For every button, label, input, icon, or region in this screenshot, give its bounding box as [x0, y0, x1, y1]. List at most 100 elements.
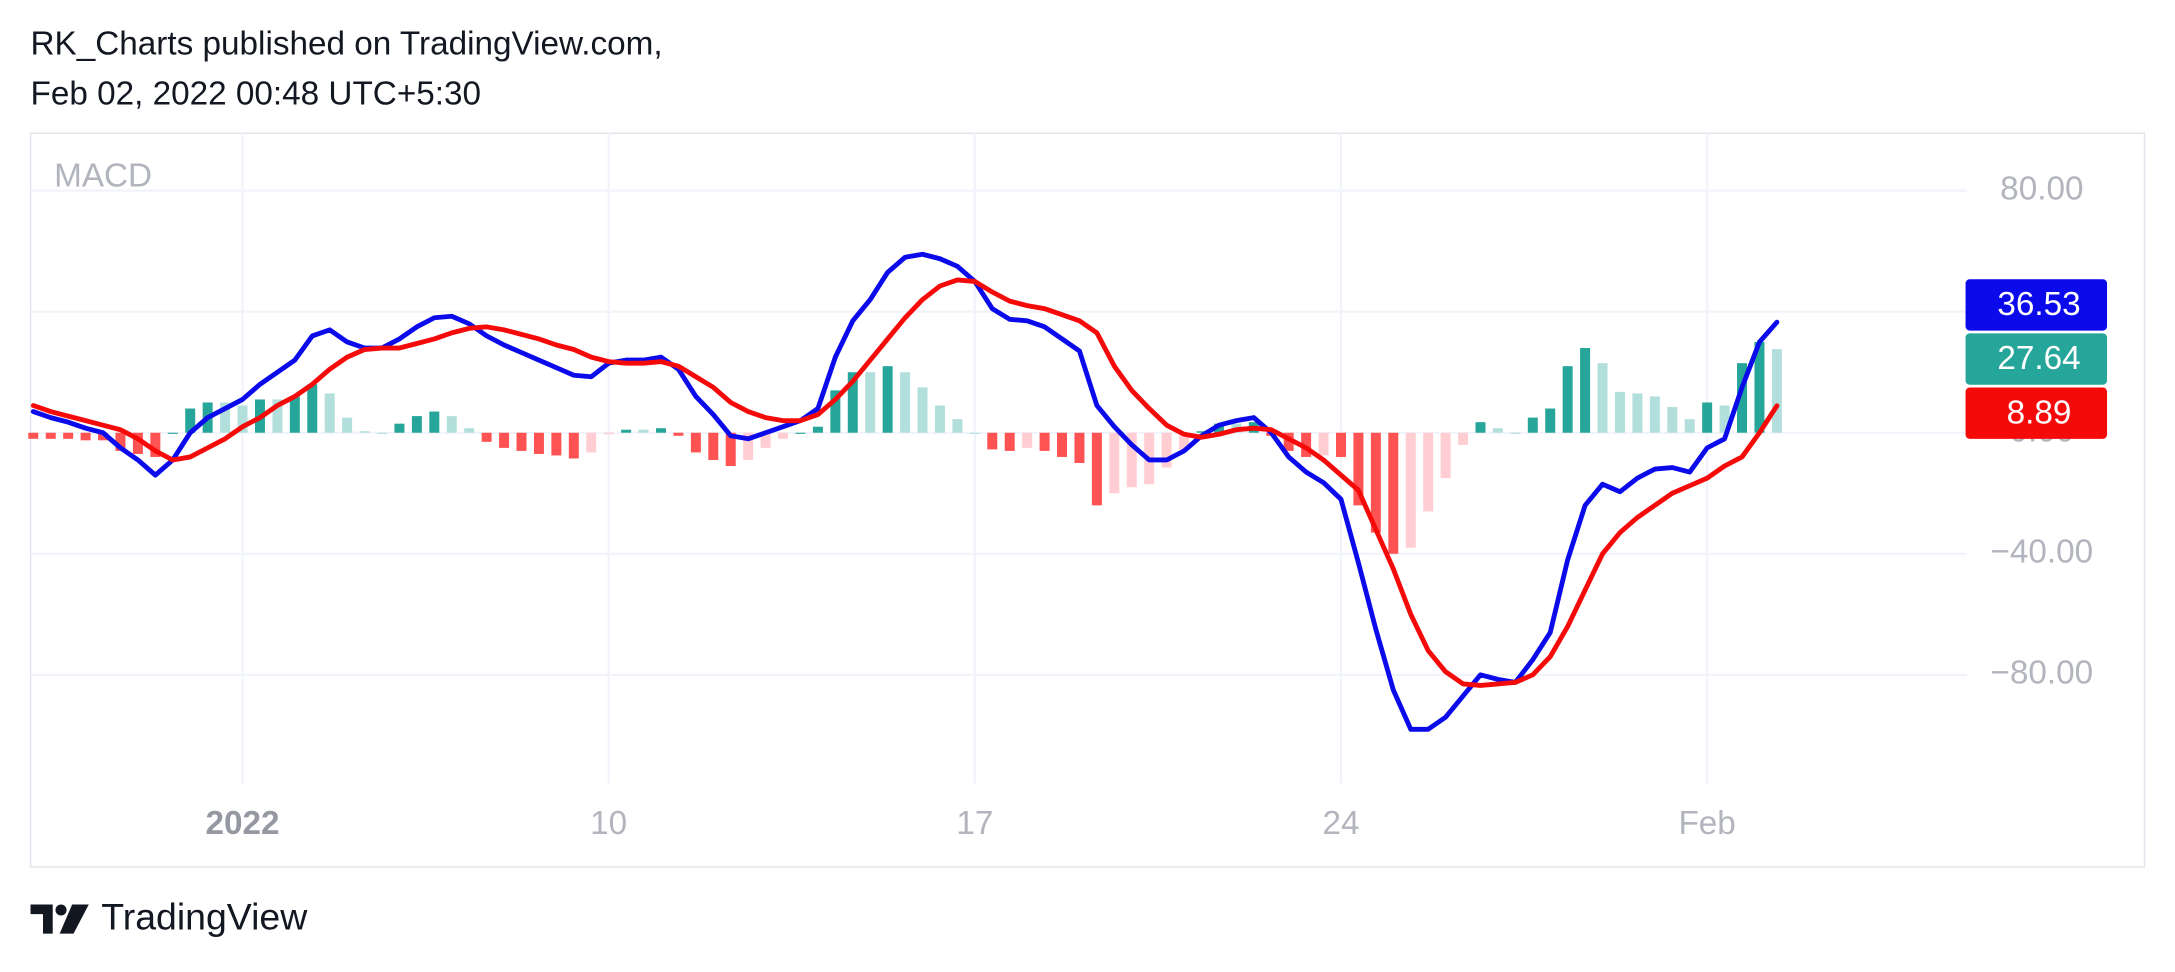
last-value-label: 27.64 [1965, 333, 2108, 385]
brand: TradingView [101, 896, 308, 938]
histogram-bar [1614, 391, 1625, 433]
histogram-bar [1719, 405, 1730, 433]
histogram-bar [760, 432, 771, 448]
histogram-bar [63, 432, 74, 439]
histogram-bar [778, 432, 789, 439]
histogram-bar [1039, 432, 1050, 451]
histogram-bar [1545, 408, 1556, 433]
histogram-bar [533, 432, 544, 454]
x-tick-label: 24 [1322, 805, 1359, 842]
histogram-bar [28, 432, 39, 439]
histogram-bar [1057, 432, 1068, 457]
histogram-bar [1126, 432, 1137, 488]
x-tick-label: 2022 [206, 805, 280, 842]
histogram-bar [1336, 432, 1346, 457]
histogram-bar [865, 372, 876, 433]
histogram-bar [80, 432, 91, 441]
logo-mark [30, 904, 53, 934]
last-value-text: 27.64 [1997, 340, 2080, 377]
histogram-bar [586, 432, 597, 453]
x-tick-label: 10 [590, 805, 627, 842]
histogram-bar [1667, 407, 1678, 433]
histogram-bar [185, 408, 196, 433]
histogram-bar [690, 432, 701, 453]
histogram-bar [1649, 396, 1660, 433]
histogram-bar [1283, 432, 1294, 451]
histogram-bar [167, 432, 178, 434]
logo-mark [59, 904, 89, 934]
histogram-bar [1213, 423, 1224, 433]
histogram-bar [1492, 428, 1503, 433]
logo: TradingView [30, 896, 308, 938]
histogram-bar [429, 411, 440, 433]
x-tick-label: 17 [956, 805, 993, 842]
histogram-bar [1423, 432, 1434, 512]
histogram-bar [115, 432, 126, 451]
histogram-bar [882, 366, 893, 433]
last-value-label: 8.89 [1965, 387, 2108, 439]
histogram-bar [621, 429, 632, 433]
histogram-bar [725, 432, 736, 467]
last-value-text: 8.89 [2007, 394, 2072, 431]
histogram-bar [1632, 393, 1643, 433]
histogram-bar [394, 423, 405, 433]
publish-date: Feb 02, 2022 00:48 UTC+5:30 [31, 76, 482, 113]
histogram-bar [98, 432, 109, 441]
last-value-box [1965, 387, 2108, 439]
histogram-bar [1510, 432, 1521, 434]
histogram-bar [655, 428, 666, 433]
histogram-bar [1353, 432, 1364, 506]
histogram-bar [1527, 417, 1538, 433]
histogram-bar [237, 405, 248, 433]
histogram-bar [1179, 432, 1190, 450]
histogram-bar [1318, 432, 1329, 456]
histogram-bar [150, 432, 161, 457]
histogram-bar [568, 432, 579, 459]
histogram-bar [289, 396, 300, 433]
last-value-label: 36.53 [1965, 279, 2108, 331]
x-tick-label: Feb [1678, 805, 1735, 842]
histogram-bar [987, 432, 998, 450]
histogram-bar [1196, 431, 1207, 433]
logo-dot [55, 904, 67, 916]
histogram-bar [551, 432, 562, 456]
line-series [30, 277, 1780, 688]
histogram-bar [1004, 432, 1015, 451]
histogram-bar [603, 432, 614, 435]
histogram-bar [1074, 432, 1085, 464]
histogram-bar [1737, 363, 1748, 433]
histogram-bar [377, 432, 388, 434]
histogram-bar [673, 432, 684, 436]
histogram-bar [1702, 402, 1713, 433]
histogram-bar [342, 417, 353, 433]
histogram-bar [1754, 341, 1765, 433]
histogram-bar [969, 432, 980, 434]
histogram-bar [1580, 348, 1591, 433]
histogram-bar [359, 431, 370, 433]
histogram-bar [638, 429, 649, 433]
histogram-bar [1301, 432, 1312, 457]
histogram-bar [900, 372, 911, 433]
histogram-bar [324, 393, 335, 433]
histogram-bar [1091, 432, 1102, 506]
histogram-bar [1022, 432, 1033, 448]
line-series [30, 251, 1780, 732]
histogram-bar [307, 384, 318, 433]
histogram-bar [952, 419, 963, 433]
histogram-bar [516, 432, 527, 451]
histogram-bar [812, 426, 823, 433]
histogram-bar [446, 416, 457, 433]
histogram-bar [45, 432, 56, 439]
histogram-bar [1109, 432, 1120, 494]
histogram-bar [1440, 432, 1451, 479]
histogram-bar [1405, 432, 1416, 548]
histogram-bar [1562, 366, 1573, 433]
histogram-bar [1597, 363, 1608, 433]
histogram-bar [499, 432, 510, 448]
histogram-bar [1161, 432, 1172, 468]
histogram [28, 341, 1782, 554]
last-value-text: 36.53 [1997, 286, 2080, 323]
